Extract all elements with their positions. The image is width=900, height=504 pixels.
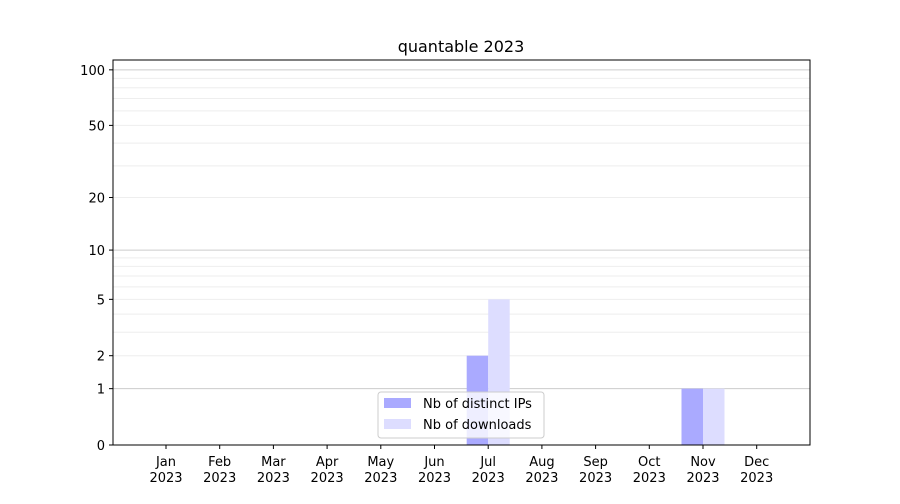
x-tick-label: Jul 2023 xyxy=(472,455,505,486)
bar xyxy=(703,388,725,445)
y-tick-label: 20 xyxy=(88,192,105,207)
x-tick-label: Dec 2023 xyxy=(740,455,773,486)
legend: Nb of distinct IPs Nb of downloads xyxy=(377,391,545,439)
chart-title: quantable 2023 xyxy=(398,37,525,56)
x-tick-label: Mar 2023 xyxy=(257,455,290,486)
x-tick-label: May 2023 xyxy=(364,455,397,486)
x-tick-label: Aug 2023 xyxy=(525,455,558,486)
y-tick-label: 1 xyxy=(97,383,105,398)
legend-box xyxy=(377,391,545,439)
x-tick-label: Jan 2023 xyxy=(149,455,182,486)
x-tick-label: Jun 2023 xyxy=(418,455,451,486)
x-tick-label: Feb 2023 xyxy=(203,455,236,486)
y-tick-label: 50 xyxy=(88,119,105,134)
x-tick-label: Oct 2023 xyxy=(633,455,666,486)
y-tick-label: 10 xyxy=(88,244,105,259)
x-tick-label: Sep 2023 xyxy=(579,455,612,486)
legend-label: Nb of downloads xyxy=(423,418,532,433)
y-tick-label: 2 xyxy=(97,350,105,365)
y-tick-label: 100 xyxy=(80,64,105,79)
legend-swatch xyxy=(384,419,411,429)
legend-swatch xyxy=(384,398,411,408)
x-tick-label: Nov 2023 xyxy=(686,455,719,486)
y-tick-label: 0 xyxy=(97,439,105,454)
bar xyxy=(681,388,703,445)
plot-frame xyxy=(112,59,811,446)
x-tick-label: Apr 2023 xyxy=(311,455,344,486)
y-tick-label: 5 xyxy=(97,293,105,308)
legend-label: Nb of distinct IPs xyxy=(423,397,532,412)
